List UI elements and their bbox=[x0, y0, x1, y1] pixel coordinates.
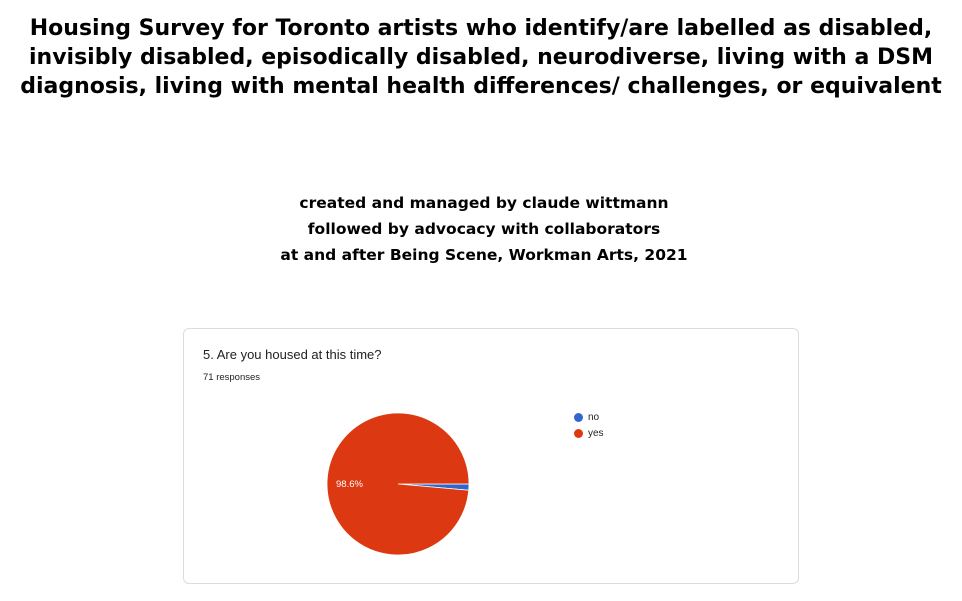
legend: no yes bbox=[574, 409, 604, 441]
slice-data-label: 98.6% bbox=[336, 479, 363, 490]
chart-card: 5. Are you housed at this time? 71 respo… bbox=[183, 328, 799, 584]
question-title: 5. Are you housed at this time? bbox=[203, 347, 382, 362]
legend-swatch bbox=[574, 428, 583, 438]
credits: created and managed by claude wittmann f… bbox=[0, 190, 962, 268]
legend-swatch bbox=[574, 412, 583, 422]
credit-line: created and managed by claude wittmann bbox=[299, 194, 669, 212]
pie-slice-yes[interactable] bbox=[326, 412, 470, 556]
legend-label: yes bbox=[588, 427, 604, 439]
legend-label: no bbox=[588, 411, 600, 423]
legend-item-yes[interactable]: yes bbox=[574, 425, 604, 441]
credit-line: followed by advocacy with collaborators bbox=[307, 220, 661, 238]
pie-chart: 98.6% bbox=[326, 412, 470, 556]
response-count: 71 responses bbox=[203, 372, 261, 383]
legend-item-no[interactable]: no bbox=[574, 409, 604, 425]
credit-line: at and after Being Scene, Workman Arts, … bbox=[280, 246, 688, 264]
page-title: Housing Survey for Toronto artists who i… bbox=[20, 16, 942, 99]
